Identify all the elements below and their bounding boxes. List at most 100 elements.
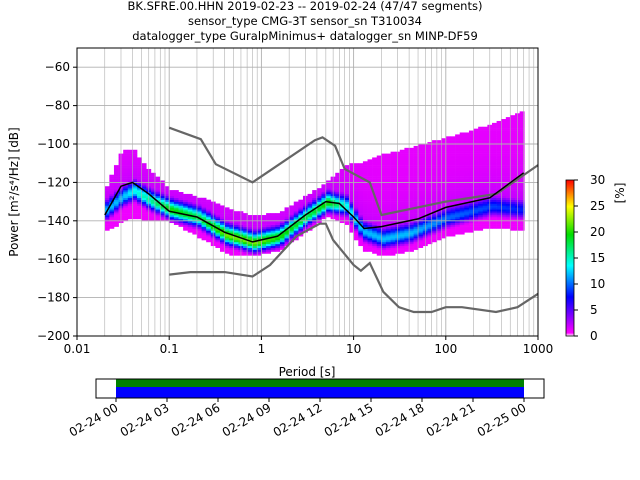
density-cell	[279, 220, 285, 224]
density-cell	[335, 178, 341, 181]
density-cell	[376, 211, 382, 214]
density-cell	[501, 201, 507, 204]
density-cell	[418, 168, 424, 172]
density-cell	[155, 180, 161, 183]
density-cell	[349, 201, 354, 204]
density-cell	[224, 241, 230, 245]
density-cell	[344, 176, 350, 179]
density-cell	[455, 193, 461, 197]
density-cell	[491, 213, 497, 216]
density-cell	[432, 140, 437, 143]
density-cell	[427, 232, 433, 235]
density-cell	[482, 165, 488, 168]
density-cell	[501, 153, 507, 156]
density-cell	[390, 163, 396, 166]
density-cell	[519, 182, 525, 185]
density-cell	[404, 170, 410, 174]
density-cell	[150, 186, 156, 189]
density-cell	[358, 226, 364, 229]
density-cell	[496, 203, 502, 206]
density-cell	[459, 144, 465, 147]
density-cell	[358, 243, 364, 247]
density-cell	[445, 174, 451, 177]
density-cell	[381, 165, 387, 168]
density-cell	[505, 188, 511, 191]
density-cell	[335, 184, 341, 187]
density-cell	[349, 176, 354, 179]
density-cell	[385, 159, 391, 162]
density-cell	[510, 120, 516, 124]
density-cell	[505, 176, 511, 179]
density-cell	[455, 209, 461, 212]
density-cell	[150, 201, 156, 204]
density-cell	[123, 151, 129, 154]
density-cell	[137, 157, 142, 160]
density-cell	[160, 211, 165, 214]
density-cell	[478, 178, 484, 181]
density-cell	[109, 209, 115, 212]
density-cell	[275, 230, 281, 233]
density-cell	[335, 176, 341, 179]
density-cell	[468, 159, 474, 162]
density-cell	[468, 176, 474, 179]
density-cell	[155, 186, 161, 189]
density-cell	[372, 174, 378, 177]
density-cell	[482, 149, 488, 152]
density-cell	[390, 165, 396, 168]
density-cell	[164, 188, 170, 191]
density-cell	[362, 247, 368, 250]
density-cell	[270, 234, 276, 237]
density-cell	[399, 236, 405, 239]
density-cell	[381, 184, 387, 187]
density-cell	[501, 168, 507, 172]
density-cell	[418, 207, 424, 210]
density-cell	[109, 216, 115, 220]
density-cell	[519, 147, 525, 151]
density-cell	[164, 213, 170, 216]
density-cell	[445, 222, 451, 225]
density-cell	[519, 193, 525, 197]
density-cell	[376, 195, 382, 199]
density-cell	[289, 226, 295, 229]
density-cell	[399, 241, 405, 245]
density-cell	[229, 243, 235, 247]
density-cell	[482, 142, 488, 145]
density-cell	[496, 126, 502, 129]
density-cell	[256, 228, 262, 231]
density-cell	[270, 232, 276, 235]
density-cell	[123, 157, 129, 160]
density-cell	[478, 228, 484, 231]
density-cell	[243, 253, 248, 256]
density-cell	[510, 165, 516, 168]
density-cell	[519, 186, 525, 189]
density-cell	[404, 176, 410, 179]
density-cell	[468, 136, 474, 139]
density-cell	[196, 220, 202, 224]
density-cell	[362, 184, 368, 187]
density-cell	[519, 155, 525, 158]
density-cell	[376, 186, 382, 189]
density-cell	[349, 190, 354, 193]
density-cell	[432, 184, 437, 187]
density-cell	[367, 199, 373, 202]
density-cell	[455, 155, 461, 158]
density-cell	[404, 232, 410, 235]
density-cell	[441, 168, 447, 172]
density-cell	[137, 216, 142, 220]
density-cell	[409, 176, 414, 179]
density-cell	[127, 201, 133, 204]
density-cell	[473, 163, 479, 166]
density-cell	[445, 197, 451, 200]
density-cell	[376, 232, 382, 235]
density-cell	[367, 167, 373, 170]
density-cell	[473, 215, 479, 218]
density-cell	[206, 207, 212, 210]
density-cell	[312, 195, 318, 199]
density-cell	[381, 241, 387, 245]
density-cell	[450, 186, 456, 189]
density-cell	[491, 224, 497, 227]
density-cell	[441, 163, 447, 166]
density-cell	[459, 132, 465, 135]
density-cell	[478, 157, 484, 160]
density-cell	[468, 220, 474, 224]
